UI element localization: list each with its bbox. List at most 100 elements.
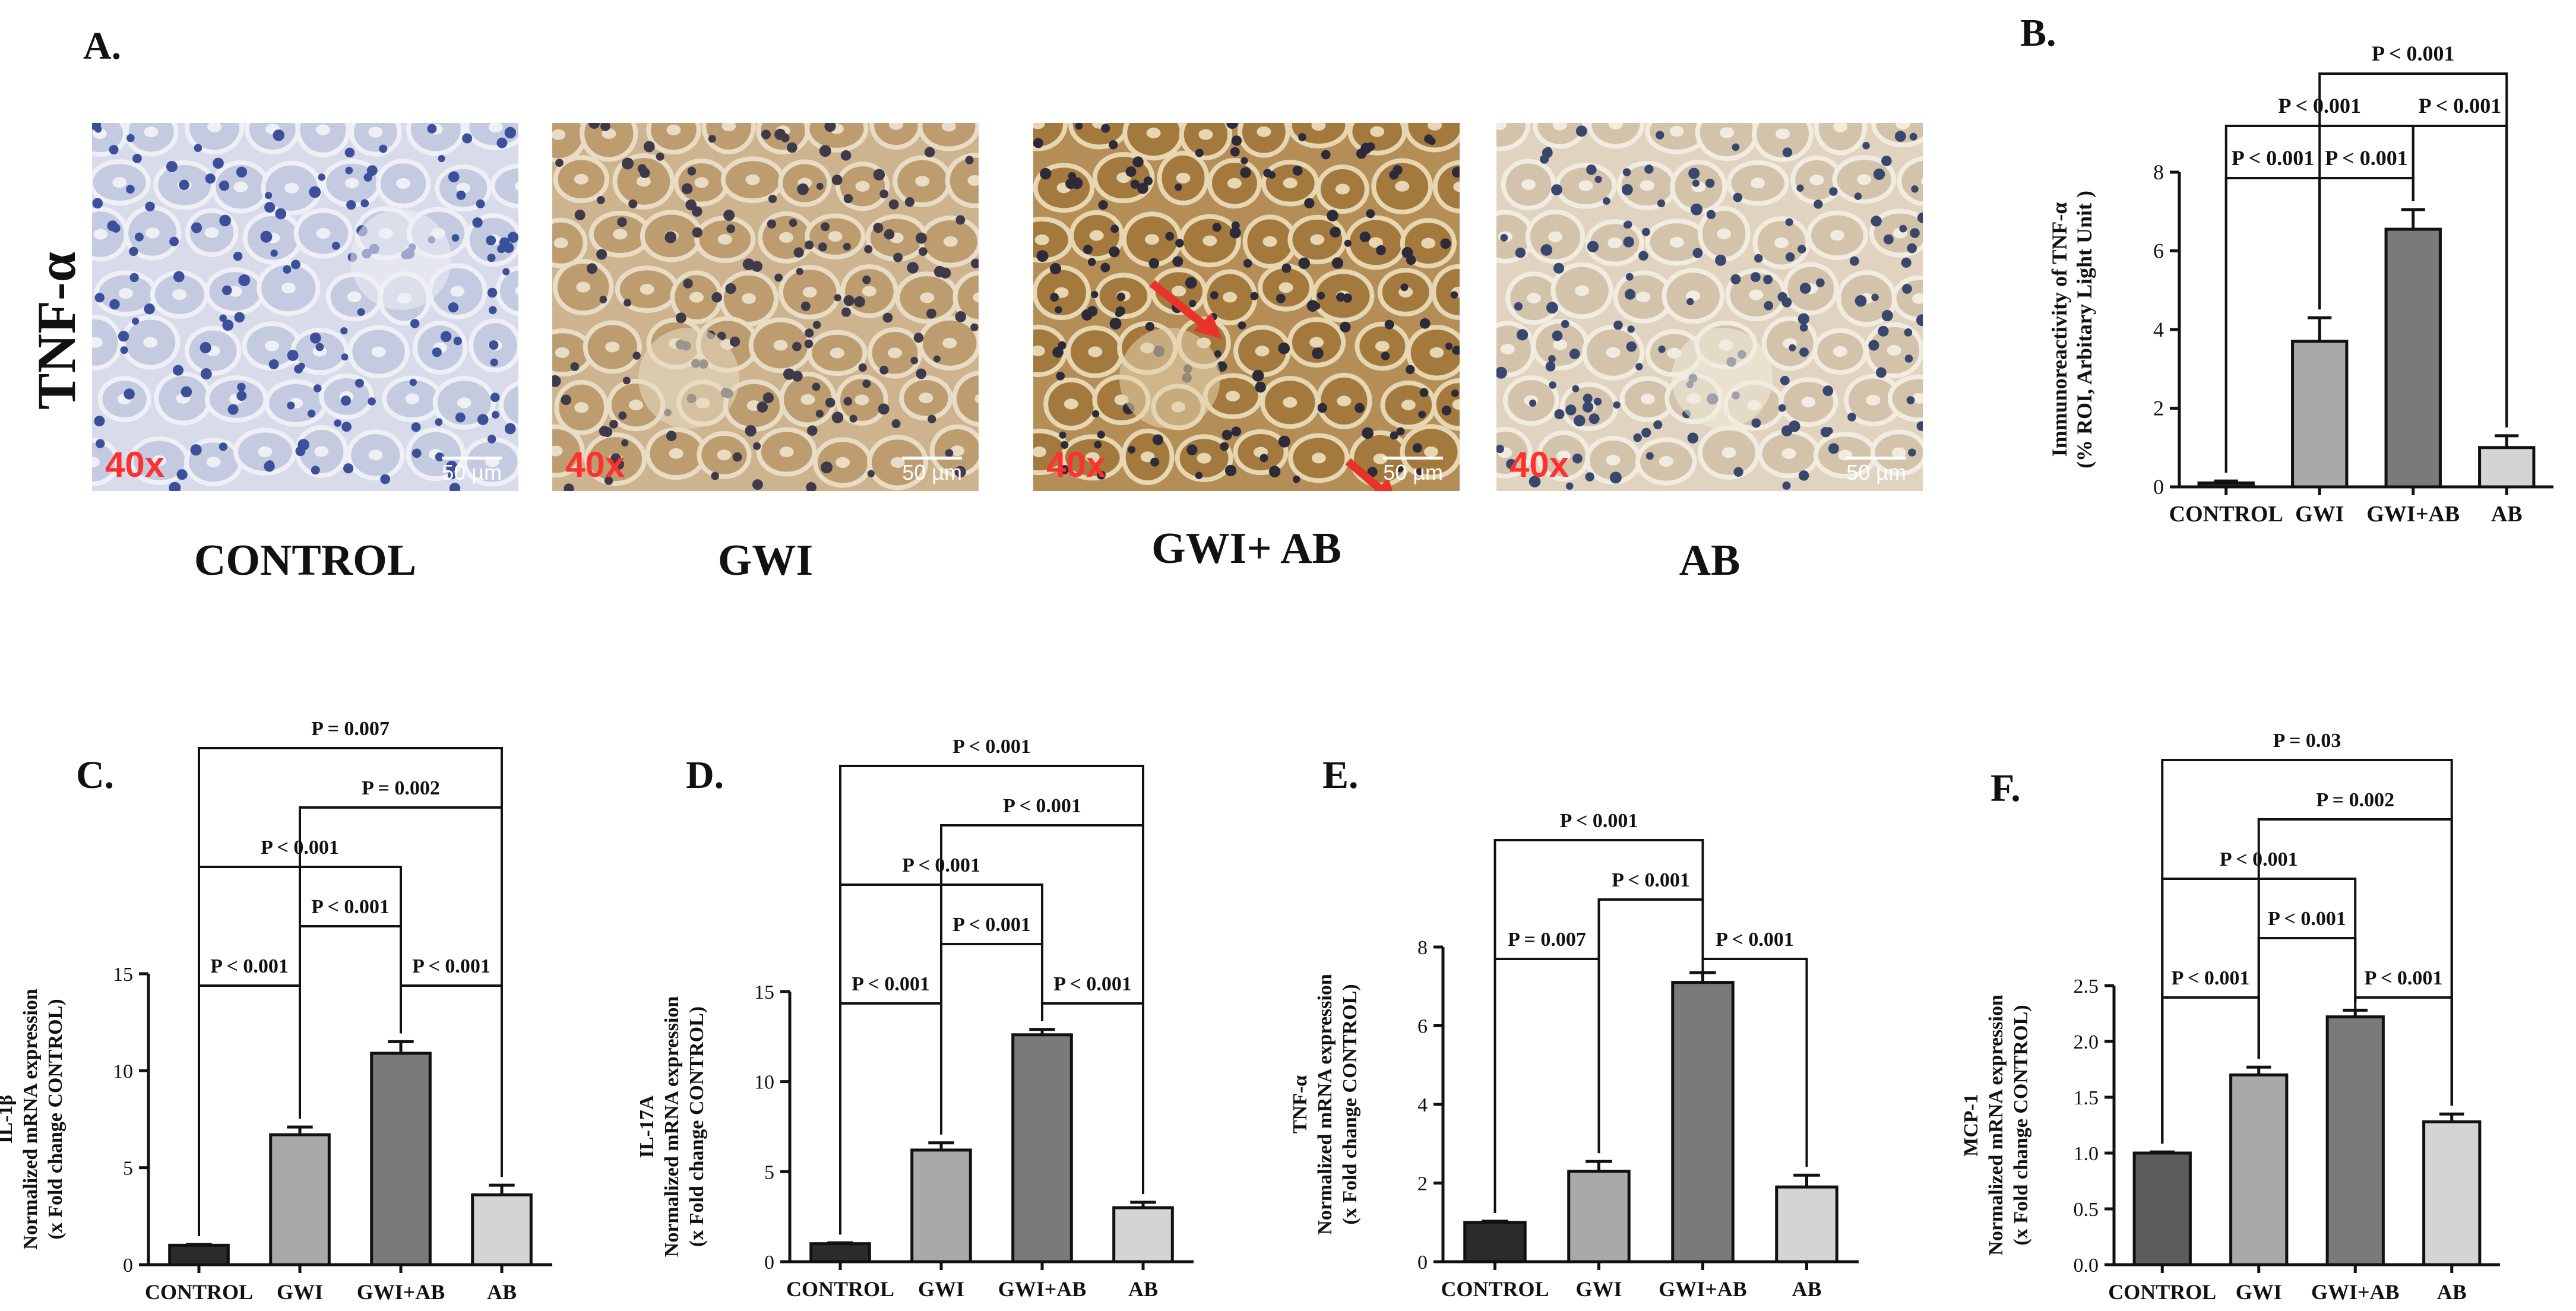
micrograph-control: 40x 50 µm	[92, 123, 518, 491]
bar	[1567, 1170, 1631, 1264]
panel-b-letter: B.	[2020, 11, 2056, 55]
bar	[2132, 1151, 2192, 1266]
significance-bracket	[1701, 958, 1808, 1167]
p-value-label: P < 0.001	[2268, 908, 2346, 930]
bar	[1671, 981, 1735, 1264]
chart-svg: 0 2 4 6 8 CONTROL GWI GWI+AB AB P < 0.001 P < 0.00…	[2047, 42, 2553, 527]
panel-d-letter: D.	[686, 753, 724, 797]
x-tick-label: CONTROL	[1441, 1277, 1549, 1301]
bar	[370, 1052, 432, 1266]
micrograph-control-tissue	[92, 123, 518, 491]
micrograph-label-gwi-ab: GWI+ AB	[1151, 524, 1341, 573]
y-tick-label: 4	[1417, 1094, 1428, 1116]
y-tick-label: 2	[2153, 397, 2164, 420]
y-tick-label: 0	[123, 1255, 133, 1277]
x-tick-label: GWI+AB	[357, 1280, 445, 1304]
y-tick-label: 8	[2153, 160, 2164, 184]
chart-c: 0 5 10 15 CONTROL GWI GWI+AB AB P < 0.001 P < 0.0…	[0, 712, 612, 1306]
bar	[1011, 1033, 1073, 1264]
y-tick-label: 0	[2153, 475, 2164, 499]
bar	[809, 1242, 871, 1264]
scale-bar: 50 µm	[902, 457, 962, 484]
significance-bracket	[2161, 759, 2453, 1144]
y-tick-label: 0	[1417, 1252, 1428, 1274]
x-tick-label: AB	[487, 1280, 517, 1304]
bar	[2478, 446, 2536, 489]
significance-bracket	[839, 765, 1144, 1235]
p-value-label: P < 0.001	[952, 736, 1031, 758]
significance-bracket	[1493, 839, 1704, 1213]
y-axis-label: IL-17A	[636, 1095, 658, 1158]
significance-bracket	[198, 747, 503, 1236]
x-tick-label: GWI	[1575, 1277, 1622, 1301]
red-arrow-icon	[1345, 458, 1393, 491]
p-value-label: P < 0.001	[1560, 810, 1638, 832]
x-tick-label: AB	[2437, 1280, 2467, 1304]
x-tick-label: GWI+AB	[2311, 1280, 2400, 1304]
p-value-label: P < 0.001	[852, 973, 930, 995]
y-tick-label: 10	[754, 1072, 774, 1094]
p-value-label: P < 0.001	[1716, 929, 1794, 951]
y-tick-label: 15	[113, 964, 133, 986]
panel-e-letter: E.	[1322, 753, 1359, 797]
y-tick-label: 10	[113, 1060, 133, 1082]
y-axis-label: Immunoreactivity of TNF-α	[2047, 202, 2071, 457]
p-value-label: P = 0.03	[2273, 730, 2341, 752]
chart-svg: 0 5 10 15 CONTROL GWI GWI+AB AB P < 0.001 P < 0.0…	[636, 736, 1194, 1301]
p-value-label: P = 0.007	[311, 718, 390, 740]
chart-svg: 0 5 10 15 CONTROL GWI GWI+AB AB P < 0.001 P < 0.0…	[0, 718, 552, 1304]
y-tick-label: 0.5	[2074, 1199, 2099, 1221]
y-axis-label: Normalized mRNA expression	[1314, 974, 1336, 1235]
scale-bar: 50 µm	[1846, 457, 1906, 484]
red-arrow-icon	[1149, 280, 1222, 339]
bar	[1112, 1206, 1174, 1264]
x-tick-label: AB	[1128, 1277, 1158, 1301]
p-value-label: P < 0.001	[210, 955, 289, 977]
bar	[2229, 1073, 2289, 1266]
p-value-label: P < 0.001	[2232, 146, 2315, 170]
y-tick-label: 1.5	[2074, 1087, 2099, 1109]
micrograph-gwi-ab: 40x 50 µm	[1033, 123, 1460, 491]
x-tick-label: GWI+AB	[1659, 1277, 1747, 1301]
y-axis-label: (x Fold change CONTROL)	[45, 999, 67, 1239]
micrograph-gwi: 40x 50 µm	[552, 123, 979, 491]
scale-bar: 50 µm	[1383, 457, 1443, 484]
y-tick-label: 0.0	[2074, 1255, 2099, 1277]
bar	[2422, 1120, 2482, 1266]
bar	[910, 1148, 972, 1264]
p-value-label: P < 0.001	[2172, 967, 2250, 989]
chart-svg: 0 2 4 6 8 CONTROL GWI GWI+AB AB P = 0.007 P < 0.00…	[1289, 810, 1859, 1301]
x-tick-label: AB	[2491, 502, 2523, 527]
micrograph-label-control: CONTROL	[194, 536, 417, 585]
y-axis-label: MCP-1	[1960, 1094, 1982, 1157]
micrograph-ab-tissue	[1496, 123, 1923, 491]
p-value-label: P = 0.007	[1508, 929, 1586, 951]
x-tick-label: GWI	[277, 1280, 323, 1304]
bar	[1775, 1185, 1838, 1264]
panel-a-letter: A.	[83, 24, 122, 68]
scale-bar: 50 µm	[442, 457, 502, 484]
x-tick-label: CONTROL	[2169, 502, 2283, 527]
x-tick-label: GWI	[918, 1277, 964, 1301]
y-tick-label: 5	[123, 1158, 133, 1180]
y-axis-label: (x Fold change CONTROL)	[1339, 984, 1361, 1224]
p-value-label: P < 0.001	[1003, 795, 1081, 817]
x-tick-label: CONTROL	[145, 1280, 253, 1304]
y-axis-label: Normalized mRNA expression	[20, 989, 42, 1250]
bar	[2384, 227, 2442, 489]
micrograph-gwi-tissue	[552, 123, 979, 491]
bar	[2291, 340, 2349, 489]
p-value-label: P = 0.002	[2316, 789, 2394, 811]
p-value-label: P < 0.001	[1612, 869, 1690, 891]
p-value-label: P < 0.001	[2325, 146, 2408, 170]
p-value-label: P < 0.001	[412, 955, 490, 977]
p-value-label: P < 0.001	[952, 914, 1031, 936]
x-tick-label: GWI+AB	[2366, 502, 2460, 527]
magnification-label: 40x	[1046, 445, 1106, 484]
p-value-label: P < 0.001	[2372, 42, 2455, 65]
chart-e: 0 2 4 6 8 CONTROL GWI GWI+AB AB P = 0.007 P < 0.00…	[1289, 712, 1918, 1306]
bar	[1463, 1221, 1527, 1264]
y-tick-label: 8	[1417, 937, 1428, 959]
y-tick-label: 5	[764, 1161, 774, 1183]
chart-d: 0 5 10 15 CONTROL GWI GWI+AB AB P < 0.001 P < 0.0…	[636, 712, 1253, 1306]
